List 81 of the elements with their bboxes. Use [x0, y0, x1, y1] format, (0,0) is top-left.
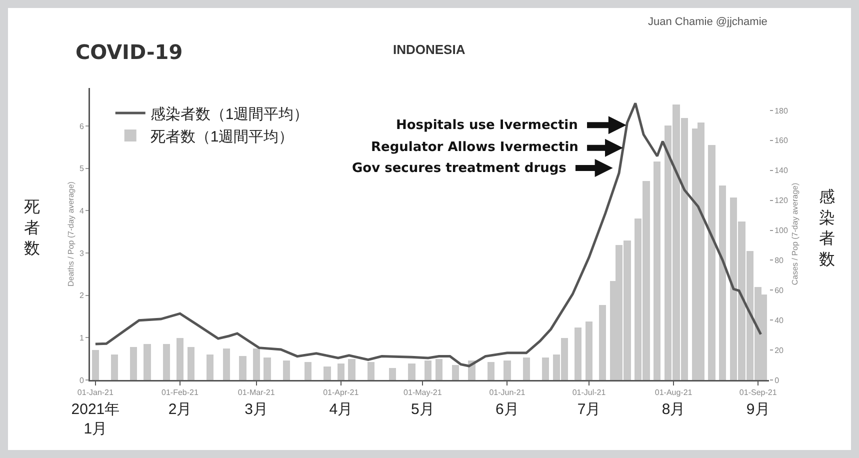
x-tick-label: 01-Sep-21	[739, 388, 778, 398]
y2-tick-label: 0	[774, 376, 780, 385]
x2-tick-label: 6月	[496, 401, 519, 418]
x2-tick-label: 2月	[168, 401, 192, 418]
x2-tick-label: 9月	[746, 401, 770, 418]
x-tick-label: 01-Mar-21	[238, 388, 276, 398]
y-tick-label: 2	[79, 291, 84, 300]
bar	[206, 354, 214, 380]
chart-title: COVID-19	[75, 40, 183, 64]
bar	[111, 354, 118, 380]
y2-tick-label: 60	[774, 286, 784, 295]
bar	[282, 360, 290, 380]
x2-tick-label: 4月	[329, 401, 353, 418]
bar	[389, 368, 396, 380]
bar	[222, 348, 230, 380]
bar	[574, 328, 582, 380]
x2-tick-label: 2021年 1月	[71, 401, 120, 438]
annotation: Gov secures treatment drugs	[352, 161, 567, 176]
bar	[176, 338, 184, 380]
bar	[337, 364, 344, 380]
x2-tick-label: 8月	[662, 401, 686, 418]
text: Juan Chamie @jjchamie	[648, 16, 768, 28]
x2-tick-label: 7月	[577, 401, 601, 418]
bar	[187, 347, 194, 380]
line-series	[94, 102, 762, 368]
y2-tick-label: 180	[774, 106, 788, 116]
x-tick-label: 01-Apr-21	[323, 388, 360, 398]
legend-label: 死者数（1週間平均）	[150, 128, 294, 146]
y2-tick-label: 120	[774, 196, 788, 206]
bar	[504, 360, 511, 380]
bar	[130, 347, 138, 380]
y-tick-label: 3	[79, 248, 84, 258]
bar	[264, 358, 271, 380]
y-tick-label: 4	[79, 206, 84, 216]
annotation: Regulator Allows Ivermectin	[371, 140, 578, 155]
chart-subtitle: INDONESIA	[393, 42, 466, 57]
x2-tick-label: 5月	[411, 401, 434, 418]
y2-tick-label: 140	[774, 166, 788, 176]
y2-axis-title: Cases / Pop (7-day average)	[790, 182, 800, 286]
bar	[304, 362, 312, 380]
x-tick-label: 01-Jun-21	[489, 388, 526, 398]
bar	[522, 358, 530, 380]
bar	[654, 161, 661, 380]
bar	[408, 364, 416, 380]
bar	[585, 322, 593, 380]
annotation: Hospitals use Ivermectin	[396, 118, 578, 133]
x-tick-label: 01-Jul-21	[572, 388, 606, 398]
y2-tick-label: 160	[774, 136, 788, 146]
bar	[324, 366, 331, 380]
bar	[452, 365, 459, 380]
y2-tick-label: 80	[774, 256, 784, 266]
bar	[92, 350, 99, 380]
bar	[367, 362, 374, 380]
bar	[436, 359, 443, 380]
x-tick-label: 01-May-21	[404, 388, 442, 398]
bar	[487, 362, 494, 380]
y-tick-label: 1	[79, 333, 84, 342]
bar	[424, 360, 432, 380]
bar	[252, 348, 260, 380]
y-tick-label: 6	[79, 122, 84, 131]
bar	[348, 359, 356, 380]
bar	[162, 344, 170, 380]
legend-label: 感染者数（1週間平均）	[150, 106, 309, 123]
x-tick-label: 01-Feb-21	[162, 388, 199, 398]
x2-tick-label: 3月	[244, 401, 268, 418]
y2-tick-label: 40	[774, 316, 784, 325]
y-axis-title: Deaths / Pop (7-day average)	[66, 181, 76, 286]
bar	[144, 344, 151, 380]
text: 死者数	[24, 199, 40, 258]
bar	[542, 358, 549, 380]
x-tick-label: 01-Jan-21	[77, 388, 114, 398]
bar	[239, 356, 246, 380]
y-tick-label: 0	[79, 376, 84, 385]
y2-tick-label: 100	[774, 226, 788, 236]
y-tick-label: 5	[79, 164, 84, 174]
text: 感染者数	[819, 188, 835, 268]
bar	[708, 144, 716, 380]
bar	[599, 305, 606, 380]
y2-tick-label: 20	[774, 346, 784, 355]
x-tick-label: 01-Aug-21	[654, 388, 693, 398]
bar	[719, 185, 726, 380]
